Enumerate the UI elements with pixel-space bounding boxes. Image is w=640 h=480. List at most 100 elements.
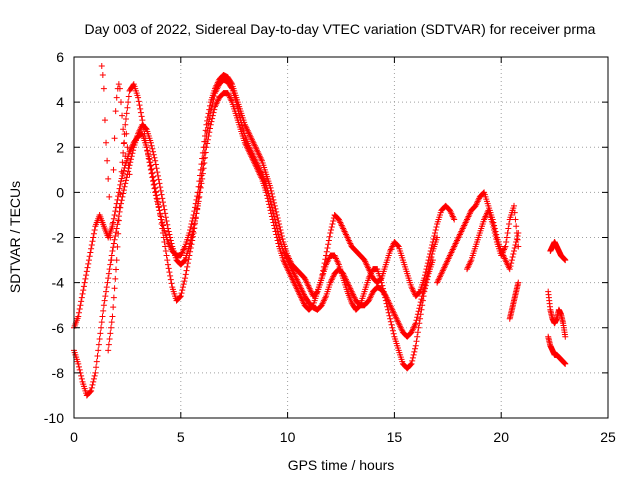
- data-point-track-a: [167, 276, 174, 283]
- data-point-track-c: [268, 187, 275, 194]
- data-point-track-a: [178, 290, 185, 297]
- data-point-track-b: [161, 206, 168, 213]
- data-point-spikes: [121, 139, 128, 146]
- data-point-track-b: [269, 216, 276, 223]
- data-point-track-c: [159, 219, 166, 226]
- data-point-track-c: [319, 271, 326, 278]
- data-point-track-b: [100, 307, 107, 314]
- data-point-track-c: [117, 191, 124, 198]
- data-point-track-a: [180, 281, 187, 288]
- data-point-track-b: [150, 151, 157, 158]
- data-point-track-b: [88, 384, 95, 391]
- data-point-spikes: [113, 94, 120, 101]
- data-point-track-a: [165, 265, 172, 272]
- data-point-track-a: [83, 272, 90, 279]
- data-point-track-e: [513, 229, 520, 236]
- data-point-track-b: [94, 352, 101, 359]
- y-axis-label: SDTVAR / TECUs: [7, 181, 23, 293]
- data-point-track-b: [382, 297, 389, 304]
- data-point-track-b: [111, 236, 118, 243]
- data-point-track-b: [379, 282, 386, 289]
- data-point-track-b: [187, 240, 194, 247]
- data-point-track-c: [423, 266, 430, 273]
- data-point-track-b: [407, 361, 414, 368]
- data-point-spikes: [107, 234, 114, 241]
- x-tick-label: 5: [177, 429, 185, 445]
- data-point-track-b: [408, 360, 415, 367]
- data-point-track-b: [93, 358, 100, 365]
- data-point-track-c: [188, 220, 195, 227]
- data-point-track-c: [122, 121, 129, 128]
- data-point-track-g: [562, 257, 569, 264]
- data-point-track-b: [390, 330, 397, 337]
- data-point-track-b: [388, 321, 395, 328]
- data-point-track-b: [96, 336, 103, 343]
- data-point-track-c: [155, 204, 162, 211]
- data-point-track-b: [90, 378, 97, 385]
- data-point-track-b: [125, 168, 132, 175]
- data-point-track-c: [421, 275, 428, 282]
- data-point-track-e: [489, 220, 496, 227]
- data-point-track-b: [275, 240, 282, 247]
- data-point-track-b: [95, 341, 102, 348]
- data-point-track-e: [492, 232, 499, 239]
- data-point-track-b: [266, 201, 273, 208]
- data-point-track-c: [204, 117, 211, 124]
- data-point-track-b: [270, 219, 277, 226]
- data-point-track-a: [168, 280, 175, 287]
- data-point-track-e: [505, 225, 512, 232]
- data-point-spikes: [125, 162, 132, 169]
- data-point-track-e: [490, 223, 497, 230]
- data-point-track-a: [77, 302, 84, 309]
- data-point-track-b: [273, 234, 280, 241]
- data-point-track-c: [228, 79, 235, 86]
- data-point-track-d: [507, 263, 514, 270]
- data-point-track-b: [151, 154, 158, 161]
- data-point-track-b: [419, 297, 426, 304]
- data-point-track-b: [99, 313, 106, 320]
- data-point-track-b: [267, 207, 274, 214]
- data-point-track-a: [87, 249, 94, 256]
- data-point-track-c: [156, 207, 163, 214]
- data-point-track-f: [515, 279, 522, 286]
- data-point-track-a: [85, 257, 92, 264]
- x-tick-label: 20: [493, 429, 509, 445]
- data-point-track-b: [105, 270, 112, 277]
- data-point-track-d: [511, 245, 518, 252]
- data-point-track-c: [206, 106, 213, 113]
- data-point-track-b: [98, 319, 105, 326]
- data-point-spikes: [116, 85, 123, 92]
- data-point-track-b: [384, 303, 391, 310]
- data-point-track-a: [90, 230, 97, 237]
- data-points: [71, 63, 569, 399]
- data-point-spikes: [104, 157, 111, 164]
- data-point-track-c: [190, 211, 197, 218]
- data-point-track-e: [506, 220, 513, 227]
- data-point-track-b: [389, 327, 396, 334]
- data-point-track-b: [90, 375, 97, 382]
- data-point-track-c: [325, 241, 332, 248]
- data-point-track-c: [142, 135, 149, 142]
- data-point-spikes: [124, 144, 131, 151]
- data-point-track-b: [272, 228, 279, 235]
- data-point-track-d: [506, 266, 513, 273]
- data-point-track-b: [105, 275, 112, 282]
- data-point-spikes: [101, 117, 108, 124]
- data-point-track-b: [422, 285, 429, 292]
- data-point-track-c: [117, 178, 124, 185]
- data-point-track-b: [164, 221, 171, 228]
- data-point-track-b: [106, 266, 113, 273]
- data-point-track-c: [422, 269, 429, 276]
- data-point-spikes: [112, 108, 119, 115]
- chart-title: Day 003 of 2022, Sidereal Day-to-day VTE…: [85, 21, 596, 37]
- data-point-track-c: [330, 217, 337, 224]
- data-point-track-b: [127, 159, 134, 166]
- y-tick-label: 6: [56, 49, 64, 65]
- data-point-track-b: [117, 200, 124, 207]
- data-point-track-c: [147, 163, 154, 170]
- data-point-track-b: [122, 180, 129, 187]
- data-point-track-c: [116, 204, 123, 211]
- data-point-spikes: [115, 81, 122, 88]
- y-tick-label: 0: [56, 184, 64, 200]
